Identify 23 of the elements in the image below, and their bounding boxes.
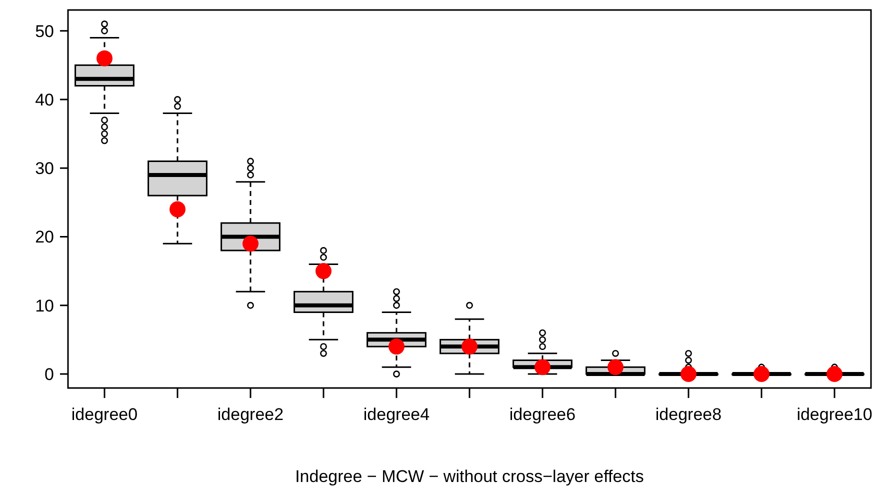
point xyxy=(826,366,842,382)
y-tick-label: 10 xyxy=(35,296,54,316)
x-tick-label: idegree0 xyxy=(71,405,138,424)
point xyxy=(96,50,112,66)
point xyxy=(754,366,770,382)
point xyxy=(608,359,624,376)
point xyxy=(462,338,478,355)
point xyxy=(680,366,696,382)
x-tick-label: idegree8 xyxy=(655,405,722,424)
y-tick-label: 0 xyxy=(44,364,54,384)
y-tick-label: 30 xyxy=(35,159,54,178)
point xyxy=(388,338,404,355)
x-tick-label: idegree10 xyxy=(796,405,872,424)
point xyxy=(170,201,186,218)
x-axis-title: Indegree − MCW − without cross−layer effects xyxy=(295,467,644,486)
y-tick-label: 50 xyxy=(35,22,54,41)
y-tick-label: 20 xyxy=(35,228,54,247)
point xyxy=(534,359,550,376)
x-tick-label: idegree4 xyxy=(363,405,430,424)
point xyxy=(316,263,332,280)
y-tick-label: 40 xyxy=(35,90,54,110)
x-tick-label: idegree6 xyxy=(509,405,576,424)
x-tick-label: idegree2 xyxy=(217,405,284,424)
